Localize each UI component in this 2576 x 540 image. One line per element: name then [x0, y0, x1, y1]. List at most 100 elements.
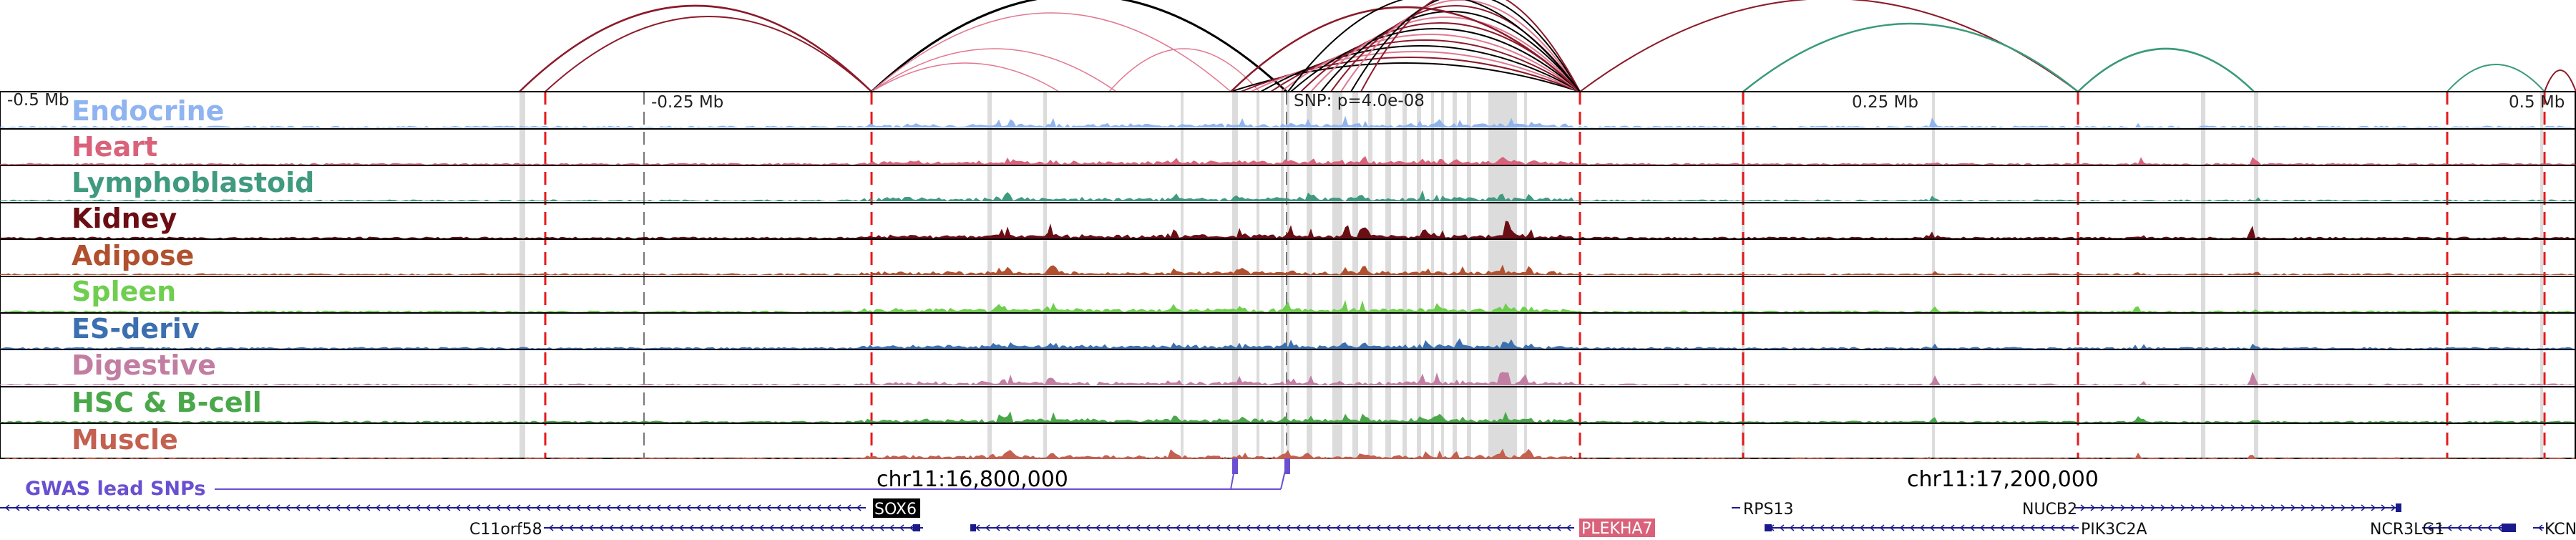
signal-endocrine [0, 115, 2576, 127]
gene-strand-arrow [375, 504, 381, 511]
gene-strand-arrow [859, 524, 864, 531]
gene-strand-arrow [1275, 524, 1281, 531]
gene-strand-arrow [1075, 524, 1080, 531]
gene-strand-arrow [605, 504, 611, 511]
gene-strand-arrow [1065, 524, 1070, 531]
chromatin-loops [519, 0, 2576, 93]
gene-strand-arrow [736, 504, 741, 511]
signal-es-deriv [0, 338, 2576, 349]
gene-strand-arrow [2190, 504, 2196, 511]
gene-strand-arrow [1025, 524, 1030, 531]
gene-strand-arrow [1155, 524, 1161, 531]
gene-strand-arrow [4, 504, 10, 511]
gene-strand-arrow [415, 504, 421, 511]
gene-strand-arrow [64, 504, 70, 511]
gene-strand-arrow [2371, 504, 2376, 511]
gene-strand-arrow [756, 504, 761, 511]
gene-strand-arrow [1536, 524, 1541, 531]
scale-label-plus-0.5: 0.5 Mb [2509, 93, 2565, 112]
scale-label-minus-0.25: -0.25 Mb [651, 93, 723, 112]
gene-strand-arrow [746, 504, 751, 511]
gene-strand-arrow [849, 524, 854, 531]
gene-strand-arrow [2120, 504, 2126, 511]
gene-strand-arrow [1395, 524, 1401, 531]
gene-strand-arrow [2301, 504, 2306, 511]
gene-strand-arrow [1969, 524, 1975, 531]
gene-strand-arrow [1799, 524, 1805, 531]
signal-adipose [0, 264, 2576, 275]
gene-strand-arrow [799, 524, 804, 531]
loop-arc [1287, 0, 1581, 92]
gene-strand-arrow [1979, 524, 1985, 531]
gene-strand-arrow [598, 524, 604, 531]
gene-strand-arrow [1849, 524, 1855, 531]
signal-kidney [0, 221, 2576, 238]
gene-strand-arrow [145, 504, 150, 511]
loop-arc [1320, 11, 1581, 92]
gene-strand-arrow [525, 504, 531, 511]
gene-strand-arrow [1999, 524, 2005, 531]
gene-strand-arrow [698, 524, 704, 531]
gene-strand-arrow [909, 524, 914, 531]
gene-strand-arrow [716, 504, 721, 511]
gene-strand-arrow [688, 524, 694, 531]
gene-strand-arrow [545, 504, 551, 511]
gene-strand-arrow [655, 504, 661, 511]
gene-strand-arrow [84, 504, 90, 511]
gene-strand-arrow [135, 504, 140, 511]
gene-strand-arrow [2341, 504, 2346, 511]
gene-strand-arrow [1145, 524, 1151, 531]
gene-strand-arrow [2130, 504, 2136, 511]
gene-strand-arrow [645, 504, 651, 511]
gene-strand-arrow [2477, 524, 2482, 531]
gene-strand-arrow [1415, 524, 1421, 531]
loop-arc [2077, 47, 2255, 92]
gene-label-sox6: SOX6 [874, 501, 917, 519]
gene-strand-arrow [445, 504, 451, 511]
signal-lymphoblastoid [0, 190, 2576, 201]
gene-strand-arrow [335, 504, 341, 511]
loop-arc [1579, 0, 2079, 92]
gene-strand-arrow [776, 504, 781, 511]
gene-strand-arrow [1125, 524, 1131, 531]
snp-label: SNP: p=4.0e-08 [1294, 92, 1425, 110]
gene-strand-arrow [225, 504, 230, 511]
loop-arc [2544, 69, 2576, 92]
gene-strand-arrow [104, 504, 110, 511]
loop-arc [1280, 34, 1581, 92]
gene-strand-arrow [1175, 524, 1181, 531]
gene-strand-arrow [2140, 504, 2146, 511]
gene-strand-arrow [1215, 524, 1221, 531]
gene-strand-arrow [1859, 524, 1865, 531]
gene-strand-arrow [889, 524, 894, 531]
gene-strand-arrow [1435, 524, 1441, 531]
gene-strand-arrow [1779, 524, 1785, 531]
gene-strand-arrow [1165, 524, 1171, 531]
gene-strand-arrow [2009, 524, 2015, 531]
gene-strand-arrow [325, 504, 331, 511]
gene-label-plekha7: PLEKHA7 [1581, 520, 1652, 537]
gene-strand-arrow [1526, 524, 1531, 531]
gene-strand-arrow [1245, 524, 1251, 531]
gene-strand-arrow [2019, 524, 2025, 531]
scale-label-minus-0.5: -0.5 Mb [7, 91, 69, 110]
gene-strand-arrow [1235, 524, 1241, 531]
loop-arc [545, 16, 872, 92]
gene-strand-arrow [879, 524, 884, 531]
gene-strand-arrow [1345, 524, 1351, 531]
gene-strand-arrow [2331, 504, 2336, 511]
gene-strand-arrow [455, 504, 461, 511]
signal-digestive [0, 371, 2576, 385]
gene-strand-arrow [846, 504, 852, 511]
loop-arc [870, 0, 1288, 93]
gene-strand-arrow [738, 524, 744, 531]
gene-strand-arrow [696, 504, 701, 511]
gene-strand-arrow [608, 524, 614, 531]
gene-strand-arrow [114, 504, 120, 511]
gene-strand-arrow [2210, 504, 2216, 511]
scale-label-plus-0.25: 0.25 Mb [1852, 93, 1918, 112]
gene-strand-arrow [345, 504, 351, 511]
gene-strand-arrow [2487, 524, 2492, 531]
gene-strand-arrow [816, 504, 821, 511]
